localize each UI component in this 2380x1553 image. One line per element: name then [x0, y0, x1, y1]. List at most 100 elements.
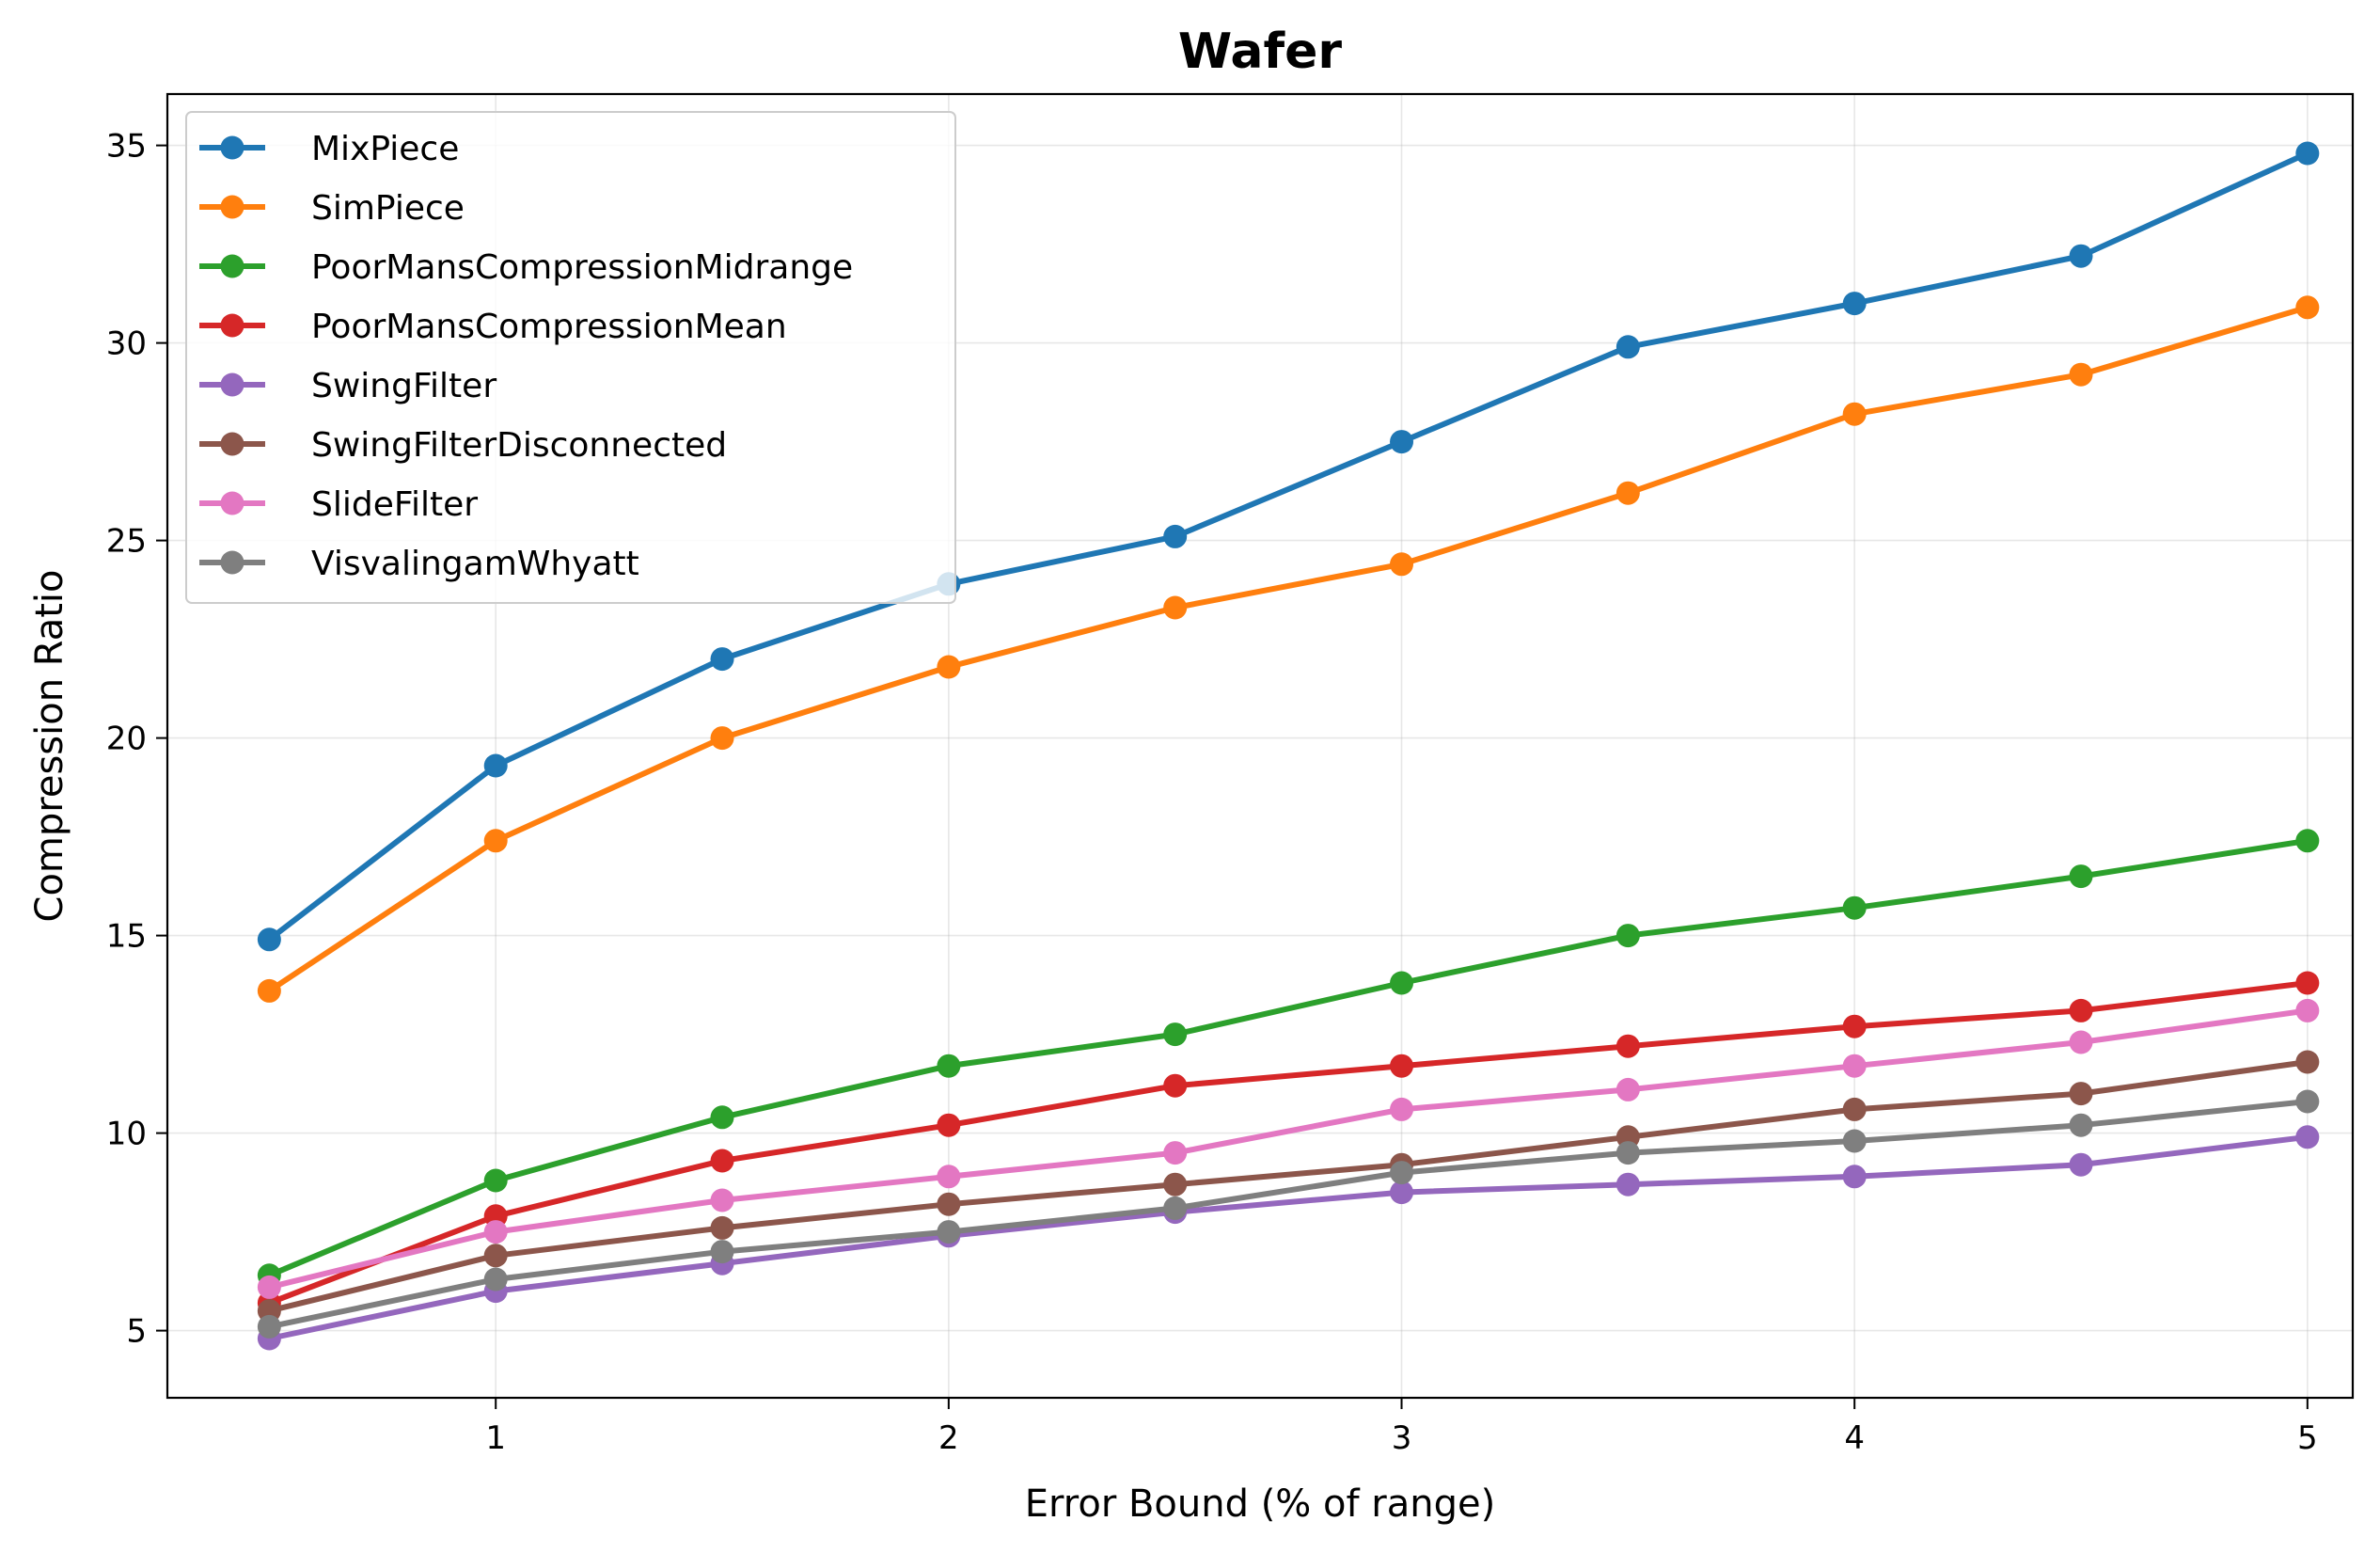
legend-label: PoorMansCompressionMean: [311, 308, 787, 346]
y-axis-ticks: 5 10 15 20 25 30 35: [106, 128, 167, 1351]
legend-item: MixPiece: [199, 130, 459, 168]
legend-marker: [220, 195, 244, 219]
data-point: [2069, 864, 2093, 889]
data-point: [2069, 1113, 2093, 1137]
data-point: [2295, 1089, 2320, 1114]
series-line: [266, 1007, 2310, 1291]
legend-marker: [220, 313, 244, 338]
series-line: [266, 304, 2310, 994]
legend-label: VisvalingamWhyatt: [311, 545, 639, 583]
legend-item: VisvalingamWhyatt: [199, 545, 639, 583]
series-line: [266, 151, 2310, 943]
data-point: [2295, 998, 2320, 1022]
data-point: [2069, 1152, 2093, 1177]
series-line: [266, 1099, 2310, 1330]
data-point: [2295, 829, 2320, 853]
legend-marker: [220, 135, 244, 160]
data-point: [1390, 971, 1414, 995]
data-point: [1842, 895, 1867, 920]
y-tick-label: 30: [106, 325, 147, 363]
y-tick-label: 10: [106, 1116, 147, 1153]
x-tick-label: 4: [1844, 1419, 1865, 1457]
data-point: [2069, 998, 2093, 1022]
series-line: [266, 1059, 2310, 1314]
data-point: [710, 1215, 734, 1240]
data-point: [1616, 1034, 1640, 1058]
data-point: [483, 1244, 508, 1268]
data-point: [257, 927, 281, 952]
series-SimPiece: [257, 295, 2320, 1003]
data-point: [1163, 1172, 1188, 1196]
data-point: [1842, 1097, 1867, 1121]
data-point: [1163, 1022, 1188, 1047]
data-point: [937, 1192, 961, 1216]
data-point: [2069, 1030, 2093, 1054]
series-line: [266, 837, 2310, 1278]
data-point: [710, 647, 734, 672]
series-SwingFilterDisconnected: [257, 1050, 2320, 1323]
data-point: [1163, 1073, 1188, 1098]
data-point: [2069, 1082, 2093, 1106]
legend-marker: [220, 254, 244, 278]
y-tick-label: 15: [106, 918, 147, 956]
data-point: [937, 1054, 961, 1078]
data-point: [1163, 595, 1188, 620]
x-axis-ticks: 1 2 3 4 5: [485, 1398, 2318, 1457]
x-axis-label: Error Bound (% of range): [1025, 1482, 1495, 1526]
data-point: [483, 1267, 508, 1292]
data-point: [2295, 971, 2320, 995]
legend-marker: [220, 491, 244, 515]
legend-item: SimPiece: [199, 189, 465, 228]
data-point: [1616, 335, 1640, 359]
data-point: [2295, 141, 2320, 166]
legend-label: SlideFilter: [311, 485, 478, 524]
data-point: [2069, 244, 2093, 268]
y-tick-label: 25: [106, 523, 147, 561]
data-point: [257, 978, 281, 1003]
data-point: [1163, 524, 1188, 548]
data-point: [710, 1105, 734, 1130]
data-point: [257, 1275, 281, 1299]
data-point: [1842, 402, 1867, 426]
data-point: [1616, 1141, 1640, 1165]
data-point: [1163, 1141, 1188, 1165]
legend-item: SlideFilter: [199, 485, 478, 524]
data-point: [937, 1165, 961, 1189]
legend-box: [185, 111, 956, 604]
series-layer: [257, 141, 2320, 1351]
x-tick-label: 2: [938, 1419, 959, 1457]
data-point: [1842, 1165, 1867, 1189]
legend-marker: [220, 432, 244, 456]
series-line: [266, 980, 2310, 1307]
data-point: [710, 1240, 734, 1264]
data-point: [1390, 430, 1414, 454]
legend-item: SwingFilter: [199, 367, 496, 405]
legend-label: SimPiece: [311, 189, 465, 228]
legend-label: MixPiece: [311, 130, 459, 168]
data-point: [2295, 295, 2320, 320]
data-point: [1842, 1129, 1867, 1153]
data-point: [710, 1188, 734, 1212]
legend-item: PoorMansCompressionMidrange: [199, 248, 853, 287]
data-point: [1616, 924, 1640, 948]
data-point: [1842, 1014, 1867, 1038]
legend-item: SwingFilterDisconnected: [199, 426, 727, 465]
data-point: [937, 655, 961, 679]
plot-frame: [165, 92, 2355, 1400]
data-point: [710, 726, 734, 751]
legend-label: PoorMansCompressionMidrange: [311, 248, 853, 287]
data-point: [483, 829, 508, 853]
data-point: [2295, 1050, 2320, 1074]
data-point: [937, 1220, 961, 1244]
data-point: [1390, 1097, 1414, 1121]
data-point: [1842, 292, 1867, 316]
x-tick-label: 3: [1392, 1419, 1412, 1457]
data-point: [257, 1314, 281, 1339]
series-VisvalingamWhyatt: [257, 1089, 2320, 1339]
y-tick-label: 5: [126, 1313, 147, 1351]
data-point: [2069, 362, 2093, 387]
data-point: [1390, 1161, 1414, 1185]
legend: MixPiece SimPiece PoorMansCompressionMidra…: [185, 111, 956, 604]
y-tick-label: 35: [106, 128, 147, 166]
